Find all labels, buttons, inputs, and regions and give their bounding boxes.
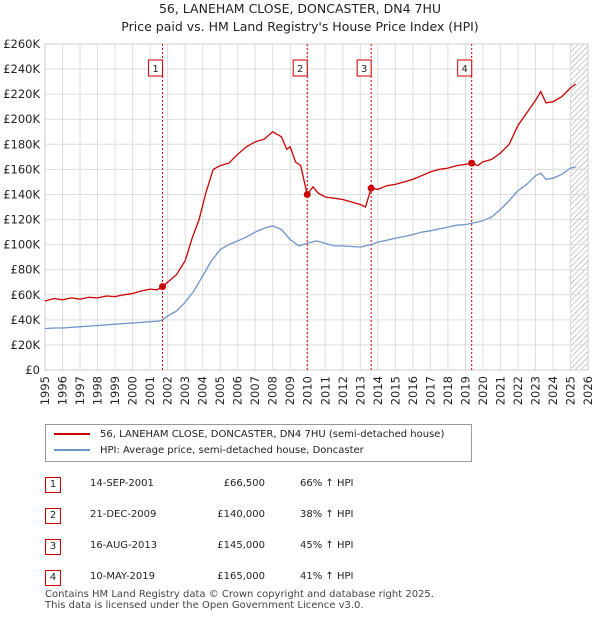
x-tick-label: 1996	[56, 376, 70, 405]
y-tick-label: £60K	[11, 288, 41, 302]
sale-label-number: 1	[152, 64, 158, 75]
legend: 56, LANEHAM CLOSE, DONCASTER, DN4 7HU (s…	[45, 424, 472, 462]
sale-label-number: 3	[361, 64, 367, 75]
sale-price: £140,000	[217, 509, 265, 520]
sale-label-box	[292, 59, 308, 77]
sale-marker-number: 3	[45, 539, 61, 555]
sale-marker-number: 4	[45, 570, 61, 586]
y-tick-label: £200K	[3, 112, 40, 126]
sale-marker-number: 2	[45, 508, 61, 524]
x-tick-label: 2013	[353, 376, 367, 405]
x-tick-label: 1997	[73, 376, 87, 405]
chart-title: 56, LANEHAM CLOSE, DONCASTER, DN4 7HU	[159, 1, 441, 16]
sale-price: £165,000	[217, 571, 265, 582]
sale-point	[303, 190, 311, 198]
sale-hpi-change: 66% ↑ HPI	[300, 478, 354, 489]
y-tick-label: £20K	[11, 338, 41, 352]
x-tick-label: 2008	[266, 376, 280, 405]
chart: 56, LANEHAM CLOSE, DONCASTER, DN4 7HU Pr…	[3, 1, 595, 405]
x-tick-label: 2015	[388, 376, 402, 405]
chart-subtitle: Price paid vs. HM Land Registry's House …	[121, 19, 478, 34]
sale-hpi-change: 45% ↑ HPI	[300, 540, 354, 551]
sale-label-box	[356, 59, 372, 77]
legend-item-price: 56, LANEHAM CLOSE, DONCASTER, DN4 7HU (s…	[54, 429, 444, 440]
sale-date: 16-AUG-2013	[90, 540, 158, 551]
x-tick-label: 2019	[458, 376, 472, 405]
sale-point	[468, 159, 476, 167]
sale-label-box	[148, 59, 164, 77]
sale-point	[367, 184, 375, 192]
x-tick-label: 2010	[301, 376, 315, 405]
sale-marker-number: 1	[45, 477, 61, 493]
x-tick-label: 2025	[563, 376, 577, 405]
series-line-price	[44, 83, 577, 302]
x-tick-label: 2006	[231, 376, 245, 405]
y-tick-label: £80K	[11, 263, 41, 277]
legend-swatch-price	[54, 433, 90, 435]
y-tick-label: £40K	[11, 313, 41, 327]
y-tick-label: £260K	[3, 37, 40, 51]
y-tick-label: £120K	[3, 213, 40, 227]
sale-label-number: 4	[462, 64, 468, 75]
footer-copyright: Contains HM Land Registry data © Crown c…	[45, 589, 434, 600]
x-tick-label: 2023	[528, 376, 542, 405]
y-tick-label: £160K	[3, 162, 40, 176]
sale-date: 14-SEP-2001	[90, 478, 154, 489]
sale-price: £145,000	[217, 540, 265, 551]
plot-background	[45, 44, 588, 370]
sale-label-number: 2	[297, 64, 303, 75]
x-tick-label: 1999	[108, 376, 122, 405]
x-tick-label: 2011	[318, 376, 332, 405]
y-tick-label: £220K	[3, 87, 40, 101]
y-tick-label: £140K	[3, 187, 40, 201]
x-tick-label: 2002	[161, 376, 175, 405]
y-tick-label: £180K	[3, 137, 40, 151]
y-tick-label: £100K	[3, 238, 40, 252]
x-tick-label: 1998	[91, 376, 105, 405]
x-tick-label: 2024	[546, 376, 560, 405]
x-tick-label: 2016	[406, 376, 420, 405]
x-tick-label: 2014	[371, 376, 385, 405]
plot-area: £0 £20K £40K £60K £80K £100K £120K £140K £160K £1…	[3, 37, 595, 405]
x-tick-label: 2021	[493, 376, 507, 405]
x-tick-label: 2003	[178, 376, 192, 405]
legend-label-hpi: HPI: Average price, semi-detached house,…	[100, 445, 364, 456]
legend-swatch-hpi	[54, 449, 90, 451]
sale-hpi-change: 38% ↑ HPI	[300, 509, 354, 520]
sale-label-box	[457, 59, 473, 77]
x-tick-label: 2017	[423, 376, 437, 405]
footer: Contains HM Land Registry data © Crown c…	[45, 589, 434, 611]
x-tick-label: 2007	[248, 376, 262, 405]
table-row: 2 21-DEC-2009 £140,000 38% ↑ HPI	[45, 506, 475, 526]
sale-point	[159, 283, 167, 291]
legend-label-price: 56, LANEHAM CLOSE, DONCASTER, DN4 7HU (s…	[100, 429, 445, 440]
footer-licence: This data is licensed under the Open Gov…	[45, 600, 364, 611]
x-tick-label: 2020	[476, 376, 490, 405]
plot-frame	[44, 43, 589, 371]
table-row: 4 10-MAY-2019 £165,000 41% ↑ HPI	[45, 568, 475, 588]
sale-price: £66,500	[223, 478, 265, 489]
forecast-hatch	[570, 44, 588, 370]
x-tick-label: 2001	[143, 376, 157, 405]
x-tick-label: 2000	[126, 376, 140, 405]
sale-date: 21-DEC-2009	[90, 509, 157, 520]
x-tick-label: 1995	[38, 376, 52, 405]
x-tick-label: 2026	[581, 376, 595, 405]
x-tick-label: 2004	[196, 376, 210, 405]
x-tick-label: 2018	[441, 376, 455, 405]
x-tick-label: 2005	[213, 376, 227, 405]
x-tick-label: 2012	[336, 376, 350, 405]
x-tick-label: 2022	[511, 376, 525, 405]
series-line-hpi	[44, 166, 576, 330]
legend-item-hpi: HPI: Average price, semi-detached house,…	[54, 445, 364, 456]
sale-hpi-change: 41% ↑ HPI	[300, 571, 354, 582]
x-tick-label: 2009	[283, 376, 297, 405]
table-row: 3 16-AUG-2013 £145,000 45% ↑ HPI	[45, 537, 475, 557]
sale-date: 10-MAY-2019	[90, 571, 156, 582]
y-tick-label: £240K	[3, 62, 40, 76]
y-tick-label: £0	[25, 363, 40, 377]
table-row: 1 14-SEP-2001 £66,500 66% ↑ HPI	[45, 475, 475, 495]
